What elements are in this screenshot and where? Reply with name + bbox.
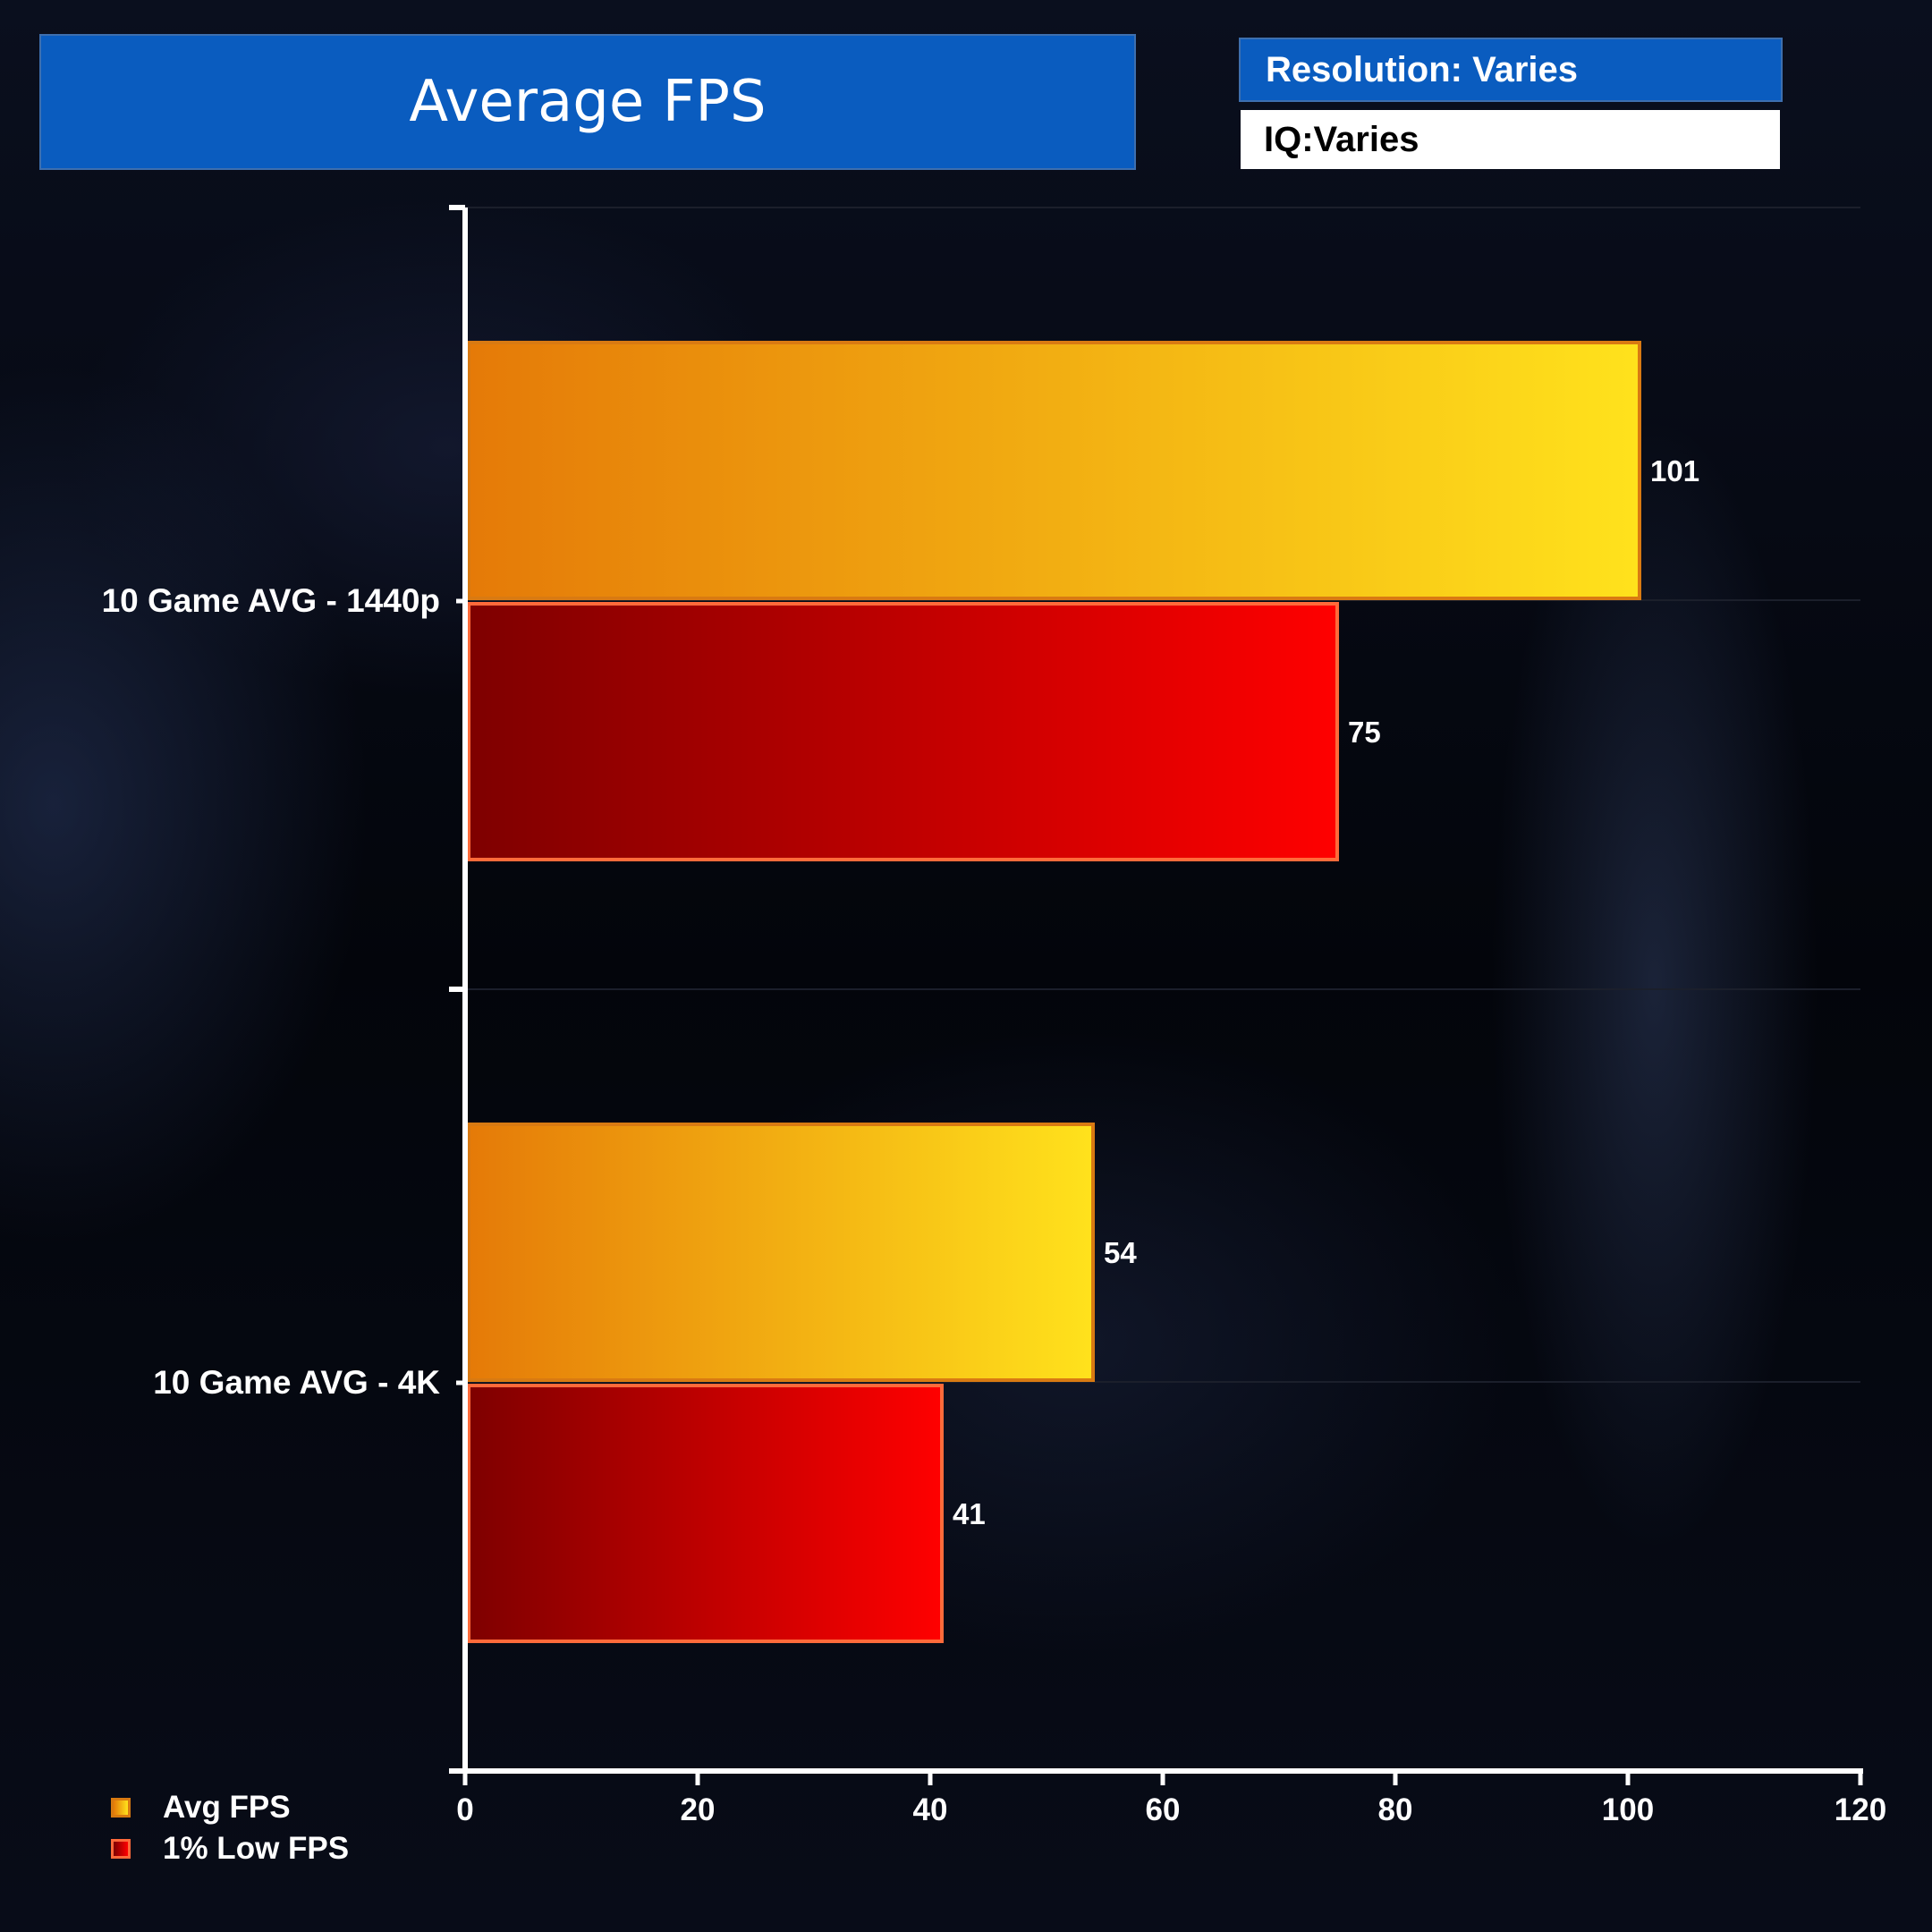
x-tick-label: 120 [1835,1792,1886,1827]
category-label: 10 Game AVG - 4K [153,1364,440,1401]
bar-avg-fps-1 [467,1123,1095,1382]
data-label: 75 [1348,716,1381,749]
resolution-label: Resolution: Varies [1239,38,1783,102]
chart-title: Average FPS [39,34,1136,170]
legend-swatch-avg-fps [111,1798,131,1818]
legend-label-avg-fps: Avg FPS [163,1790,291,1825]
category-label: 10 Game AVG - 1440p [102,582,440,619]
bar-avg-fps-0 [467,341,1641,600]
iq-label: IQ:Varies [1241,110,1780,169]
x-tick-label: 80 [1378,1792,1413,1827]
legend-swatch-low-fps [111,1839,131,1859]
data-label: 101 [1650,454,1699,487]
data-label: 41 [953,1497,986,1530]
legend-item-low-fps: 1% Low FPS [111,1828,349,1869]
x-tick-label: 100 [1602,1792,1654,1827]
x-tick-label: 0 [456,1792,473,1827]
x-tick-label: 60 [1146,1792,1181,1827]
legend: Avg FPS 1% Low FPS [111,1787,349,1869]
legend-label-low-fps: 1% Low FPS [163,1831,350,1866]
bar-low-fps-0 [467,602,1339,861]
data-label: 54 [1104,1236,1137,1269]
x-tick-label: 20 [681,1792,716,1827]
bars: 101 75 54 41 [467,341,1699,1643]
legend-item-avg-fps: Avg FPS [111,1787,349,1828]
axes: 10 Game AVG - 1440p 10 Game AVG - 4K 0 20 40… [102,205,1886,1827]
bar-low-fps-1 [467,1384,944,1643]
x-tick-label: 40 [913,1792,948,1827]
